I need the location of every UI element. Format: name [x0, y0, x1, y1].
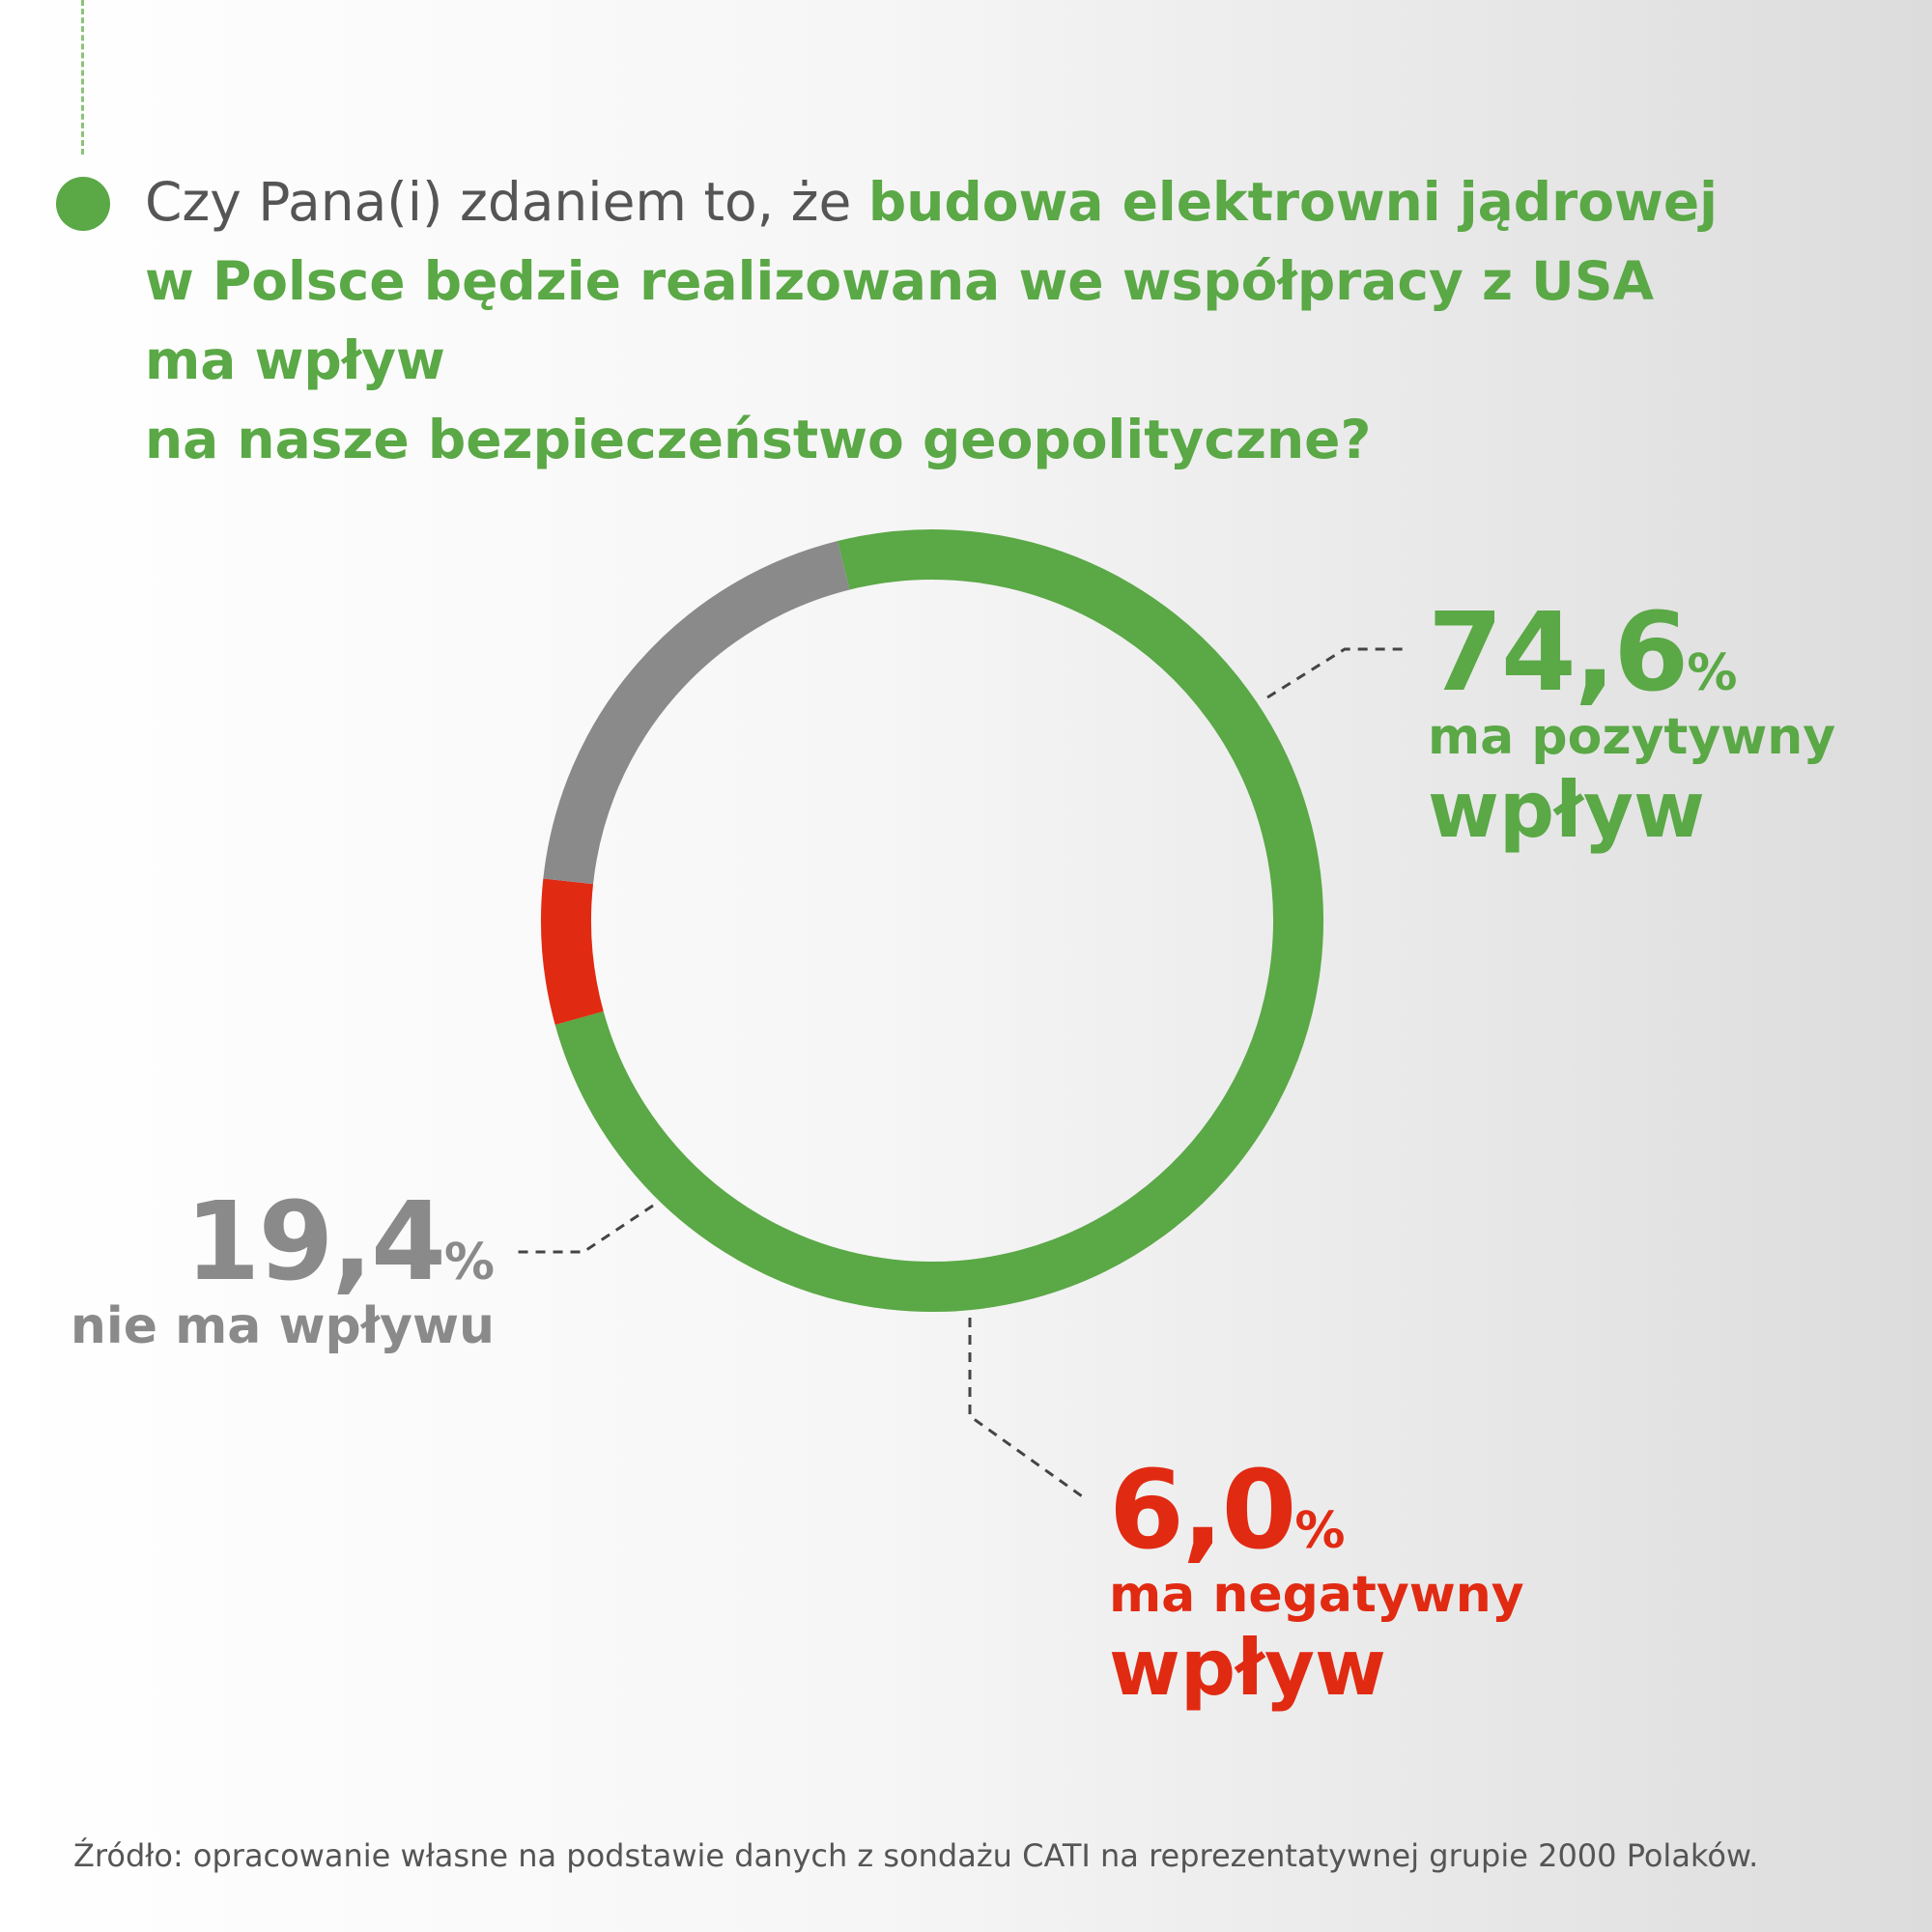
label-none-line1: nie ma wpływu [70, 1297, 495, 1355]
label-negative: 6,0% ma negatywny wpływ [1109, 1457, 1524, 1712]
question-bold-line3: na nasze bezpieczeństwo geopolityczne? [145, 409, 1372, 470]
donut-slices [541, 529, 1323, 1312]
label-negative-line2: wpływ [1109, 1623, 1386, 1713]
label-positive-value: 74,6 [1428, 590, 1689, 716]
donut-slice-none [543, 541, 850, 885]
label-negative-unit: % [1294, 1502, 1346, 1560]
donut-slice-positive [554, 529, 1323, 1312]
label-negative-line1: ma negatywny [1109, 1566, 1524, 1624]
question-dashed-line [81, 0, 84, 155]
label-positive-line1: ma pozytywny [1428, 708, 1836, 766]
leader-line-negative [968, 1318, 1086, 1500]
source-note: Źródło: opracowanie własne na podstawie … [73, 1837, 1759, 1874]
label-negative-value: 6,0 [1109, 1448, 1296, 1574]
label-none-unit: % [443, 1234, 495, 1292]
leader-line-none [515, 1204, 654, 1254]
label-positive-line2: wpływ [1428, 765, 1705, 855]
label-none: 19,4% nie ma wpływu [71, 1188, 495, 1356]
question-bold-line2: w Polsce będzie realizowana we współprac… [145, 250, 1655, 391]
question-bold-line1: budowa elektrowni jądrowej [867, 171, 1719, 233]
label-positive: 74,6% ma pozytywny wpływ [1428, 599, 1835, 854]
leader-line-positive [1266, 647, 1406, 699]
question-prefix: Czy Pana(i) zdaniem to, że [145, 171, 868, 233]
donut-slice-negative [541, 878, 604, 1025]
question-bullet-dot [56, 177, 110, 231]
label-none-value: 19,4 [185, 1179, 446, 1305]
question-text: Czy Pana(i) zdaniem to, że budowa elektr… [145, 162, 1739, 479]
leader-lines [515, 647, 1406, 1500]
label-positive-unit: % [1687, 644, 1738, 702]
